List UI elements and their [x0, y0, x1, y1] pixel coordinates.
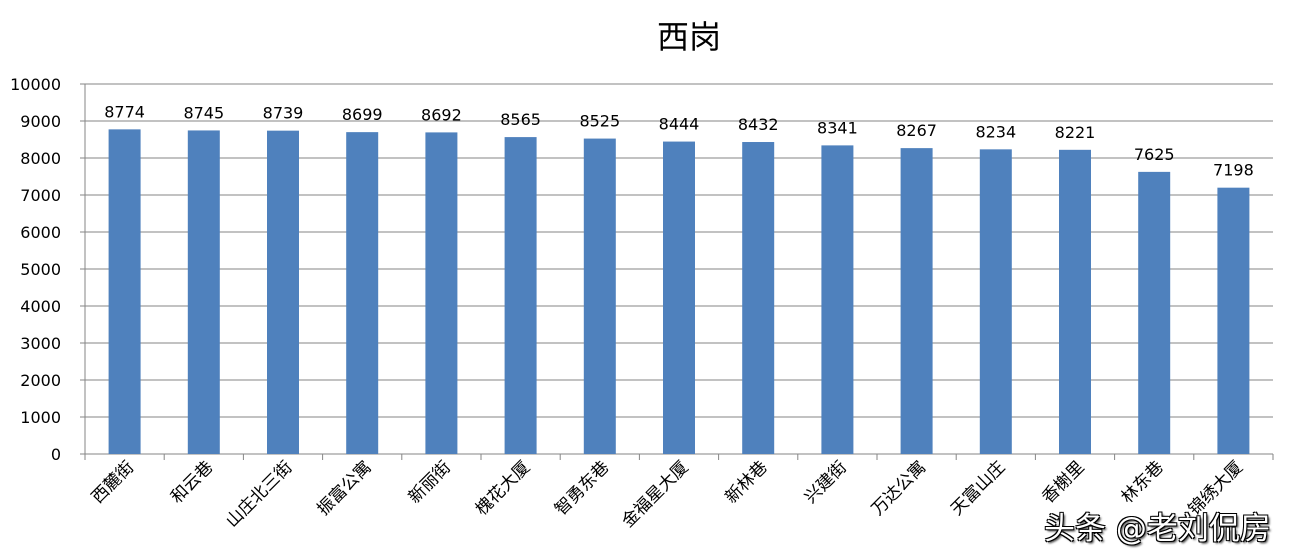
x-tick-label: 和云巷	[167, 457, 217, 507]
data-label: 8774	[104, 102, 145, 121]
y-tick-label: 8000	[20, 149, 61, 168]
bar	[1217, 187, 1250, 454]
bar	[504, 137, 537, 454]
data-label: 7625	[1134, 145, 1175, 164]
data-label: 8739	[263, 104, 304, 123]
y-tick-label: 5000	[20, 260, 61, 279]
data-label: 8444	[659, 115, 700, 134]
y-tick-label: 4000	[20, 297, 61, 316]
x-tick-label: 万达公寓	[868, 457, 930, 519]
data-label: 8234	[975, 122, 1016, 141]
bar	[1138, 171, 1171, 454]
bar	[742, 142, 775, 455]
x-tick-label: 新丽街	[405, 457, 455, 507]
x-tick-label: 振富公寓	[314, 457, 376, 519]
y-tick-label: 1000	[20, 408, 61, 427]
data-label: 8565	[500, 110, 541, 129]
data-label: 8432	[738, 115, 779, 134]
x-tick-label: 天富山庄	[947, 457, 1009, 519]
x-tick-label: 槐花大厦	[472, 457, 534, 519]
x-tick-label: 金福星大厦	[618, 457, 692, 531]
bar	[187, 130, 220, 454]
bar	[583, 138, 616, 454]
data-label: 8745	[183, 103, 224, 122]
y-tick-label: 6000	[20, 223, 61, 242]
y-tick-label: 0	[51, 445, 61, 464]
x-tick-label: 林东巷	[1118, 457, 1168, 507]
bar	[267, 130, 299, 455]
data-label: 8221	[1055, 123, 1096, 142]
watermark: 头条 @老刘侃房	[1044, 511, 1271, 547]
y-tick-label: 9000	[20, 112, 61, 131]
x-tick-label: 山庄北三街	[222, 457, 296, 531]
x-tick-label: 新林巷	[722, 457, 772, 507]
data-label: 7198	[1213, 161, 1254, 180]
bar	[425, 132, 458, 454]
data-label: 8267	[896, 121, 937, 140]
bar	[979, 149, 1012, 455]
x-tick-label: 香榭里	[1038, 457, 1088, 507]
bar	[663, 141, 695, 454]
data-label: 8692	[421, 105, 462, 124]
x-tick-label: 兴建街	[801, 457, 851, 507]
bar	[821, 145, 854, 454]
y-tick-label: 7000	[20, 186, 61, 205]
bar	[346, 132, 379, 454]
bar	[900, 148, 933, 454]
data-label: 8341	[817, 118, 858, 137]
y-tick-label: 2000	[20, 371, 61, 390]
data-label: 8525	[579, 112, 620, 131]
chart-title: 西岗	[657, 18, 721, 56]
x-tick-label: 智勇东巷	[551, 457, 613, 519]
y-tick-label: 10000	[10, 75, 61, 94]
bar	[108, 129, 141, 454]
data-label: 8699	[342, 105, 383, 124]
y-tick-label: 3000	[20, 334, 61, 353]
bar	[1059, 149, 1091, 454]
x-tick-label: 西麓街	[88, 457, 138, 507]
